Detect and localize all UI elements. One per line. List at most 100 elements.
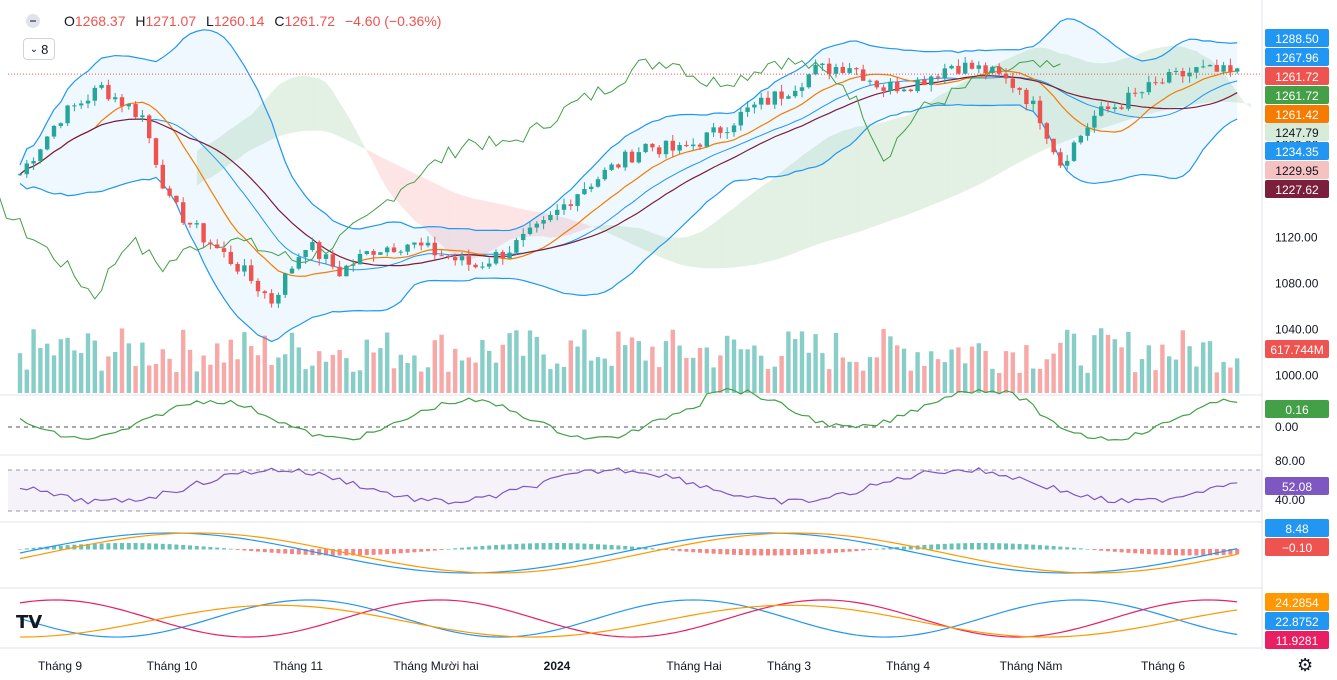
- candle-body: [765, 97, 771, 105]
- volume-bar: [541, 354, 546, 393]
- macd-histogram-bar: [113, 543, 118, 550]
- osc-tick-label: 80.00: [1275, 454, 1305, 468]
- macd-histogram-bar: [256, 549, 260, 552]
- candle-body: [1085, 127, 1090, 136]
- volume-bar: [738, 349, 743, 393]
- ichimoku-cloud-segment: [666, 237, 673, 263]
- candle-body: [391, 247, 397, 253]
- volume-bar: [45, 343, 50, 393]
- candle-body: [745, 107, 750, 112]
- volume-bar: [194, 371, 199, 393]
- macd-histogram-bar: [1065, 547, 1070, 550]
- volume-bar: [657, 367, 662, 393]
- osc-badge-label: 0.16: [1285, 403, 1309, 417]
- volume-bar: [119, 328, 125, 393]
- volume-bar: [419, 371, 424, 393]
- candle-body: [983, 65, 988, 73]
- ichimoku-cloud-segment: [428, 179, 435, 240]
- candle-body: [1180, 71, 1185, 77]
- macd-histogram-bar: [208, 546, 213, 550]
- macd-histogram-bar: [276, 549, 281, 554]
- macd-histogram-bar: [970, 543, 974, 550]
- macd-histogram-bar: [983, 543, 988, 550]
- macd-histogram-bar: [704, 549, 709, 554]
- candle-body: [194, 223, 199, 225]
- volume-bar: [568, 340, 573, 393]
- candle-body: [725, 132, 730, 134]
- ichimoku-cloud-segment: [917, 105, 925, 211]
- ichimoku-cloud-segment: [700, 228, 707, 269]
- price-tick-label: 1000.00: [1275, 369, 1319, 383]
- volume-bar: [242, 332, 247, 393]
- volume-bar: [854, 362, 859, 393]
- candle-body: [541, 220, 546, 224]
- price-badge-label: 1261.72: [1275, 70, 1319, 84]
- volume-bar: [181, 329, 186, 393]
- ichimoku-cloud-segment: [1203, 55, 1210, 104]
- price-badge-label: 1247.79: [1275, 126, 1319, 140]
- macd-histogram-bar: [358, 549, 362, 556]
- candle-body: [357, 253, 363, 265]
- ichimoku-cloud-segment: [1148, 48, 1156, 115]
- volume-bar: [283, 354, 288, 393]
- macd-histogram-bar: [528, 543, 532, 550]
- ichimoku-cloud-segment: [455, 192, 462, 259]
- candle-body: [1167, 72, 1172, 83]
- macd-histogram-bar: [86, 543, 90, 550]
- candle-body: [344, 265, 349, 277]
- candle-body: [51, 125, 57, 137]
- ichimoku-cloud-segment: [210, 138, 218, 178]
- macd-histogram-bar: [426, 549, 430, 552]
- candle-body: [568, 204, 573, 206]
- volume-bar: [602, 358, 607, 393]
- volume-bar: [351, 371, 356, 393]
- volume-bar: [677, 345, 682, 393]
- volume-bar: [575, 346, 580, 393]
- price-tick-label: 1120.00: [1275, 230, 1318, 244]
- candle-body: [106, 85, 111, 100]
- macd-histogram-bar: [290, 549, 294, 555]
- macd-histogram-bar: [24, 548, 29, 550]
- tradingview-logo[interactable]: TV: [16, 612, 43, 633]
- ema-line: [19, 70, 1238, 277]
- time-axis-label: Tháng Năm: [1000, 659, 1063, 673]
- volume-bar: [806, 352, 811, 393]
- volume-bar: [228, 339, 233, 393]
- volume-bar: [500, 344, 505, 393]
- ichimoku-cloud-segment: [727, 208, 734, 269]
- macd-histogram-bar: [1085, 548, 1090, 550]
- volume-bar: [922, 365, 927, 393]
- volume-bar: [432, 340, 437, 393]
- close-value: 1261.72: [284, 13, 336, 29]
- macd-histogram-bar: [1119, 549, 1124, 553]
- volume-bar: [820, 353, 825, 393]
- volume-bar: [1221, 361, 1226, 393]
- volume-bar: [963, 363, 968, 393]
- ichimoku-cloud-segment: [672, 237, 680, 265]
- osc-tick-label: 40.00: [1275, 493, 1305, 507]
- volume-bar: [405, 362, 410, 393]
- time-axis-label: Tháng Mười hai: [393, 659, 478, 673]
- macd-histogram-bar: [324, 549, 328, 556]
- ichimoku-cloud-segment: [904, 113, 911, 216]
- ichimoku-cloud-segment: [999, 59, 1006, 174]
- volume-bar: [385, 332, 390, 393]
- ichimoku-cloud-segment: [938, 92, 945, 203]
- candle-body: [1024, 89, 1029, 105]
- macd-histogram-bar: [405, 549, 410, 553]
- volume-bar: [201, 355, 206, 393]
- gear-icon[interactable]: ⚙: [1297, 655, 1314, 675]
- candle-body: [595, 179, 601, 187]
- ichimoku-cloud-segment: [1189, 49, 1197, 106]
- macd-histogram-bar: [555, 543, 560, 550]
- volume-bar: [1153, 370, 1158, 393]
- candle-body: [412, 242, 417, 245]
- macd-histogram-bar: [120, 543, 124, 550]
- candle-body: [901, 89, 907, 92]
- volume-bar: [616, 331, 621, 393]
- macd-histogram-bar: [854, 549, 859, 552]
- indicators-toggle-button[interactable]: ⌄ 8: [23, 38, 55, 60]
- ichimoku-cloud-segment: [863, 124, 870, 231]
- legend-menu-icon[interactable]: [26, 14, 40, 28]
